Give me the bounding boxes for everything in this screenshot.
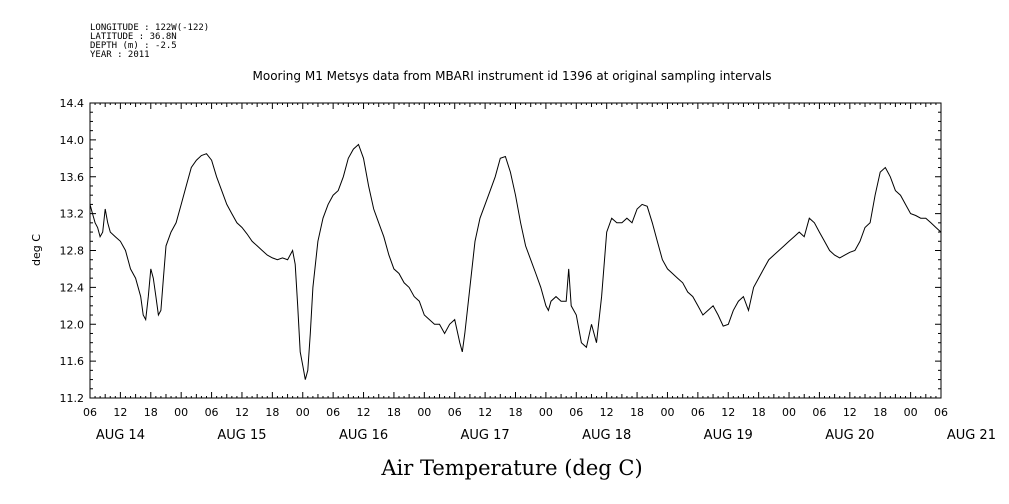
y-tick-label: 14.0 — [60, 134, 85, 147]
x-axis: 06 12 18 00 06 12 18 00 06 12 18 00 06 12 18 00 06 12 18 00… — [83, 103, 996, 443]
y-tick-label: 11.6 — [60, 355, 85, 368]
x-tick-label: 12 — [478, 406, 492, 419]
x-tick-label: 12 — [721, 406, 735, 419]
day-label: AUG 21 — [947, 428, 996, 443]
y-tick-label: 12.8 — [60, 245, 85, 258]
x-tick-label: 12 — [113, 406, 127, 419]
x-tick-label: 00 — [539, 406, 553, 419]
x-tick-label: 12 — [357, 406, 371, 419]
x-tick-label: 00 — [174, 406, 188, 419]
day-label: AUG 19 — [704, 428, 753, 443]
x-tick-label: 18 — [144, 406, 158, 419]
day-label: AUG 20 — [825, 428, 874, 443]
series-line — [89, 143, 942, 380]
x-tick-label: 06 — [83, 406, 97, 419]
x-tick-label: 18 — [630, 406, 644, 419]
x-tick-label: 00 — [782, 406, 796, 419]
y-tick-label: 13.2 — [60, 208, 85, 221]
x-tick-label: 06 — [205, 406, 219, 419]
x-tick-label: 06 — [326, 406, 340, 419]
chart-title: Mooring M1 Metsys data from MBARI instru… — [253, 69, 772, 83]
x-tick-label: 06 — [448, 406, 462, 419]
day-label: AUG 18 — [582, 428, 631, 443]
x-tick-label: 12 — [600, 406, 614, 419]
x-tick-label: 06 — [812, 406, 826, 419]
y-tick-label: 12.0 — [60, 318, 85, 331]
x-tick-label: 18 — [509, 406, 523, 419]
y-tick-label: 13.6 — [60, 171, 85, 184]
x-tick-label: 18 — [387, 406, 401, 419]
x-tick-label: 00 — [904, 406, 918, 419]
x-tick-label: 00 — [296, 406, 310, 419]
y-tick-label: 12.4 — [60, 281, 85, 294]
x-axis-title: Air Temperature (deg C) — [380, 456, 642, 480]
day-label: AUG 15 — [217, 428, 266, 443]
y-tick-label: 11.2 — [60, 392, 85, 405]
day-label: AUG 17 — [461, 428, 510, 443]
y-axis-label: deg C — [30, 234, 43, 266]
x-tick-label: 06 — [569, 406, 583, 419]
x-tick-label: 00 — [417, 406, 431, 419]
year-label: YEAR : 2011 — [90, 50, 150, 60]
depth-label: DEPTH (m) : -2.5 — [90, 41, 177, 51]
x-tick-label: 06 — [691, 406, 705, 419]
x-tick-label: 12 — [843, 406, 857, 419]
longitude-label: LONGITUDE : 122W(-122) — [90, 23, 209, 33]
plot-frame — [89, 102, 942, 399]
x-tick-label: 12 — [235, 406, 249, 419]
y-tick-label: 14.4 — [60, 97, 85, 110]
x-tick-label: 18 — [873, 406, 887, 419]
y-axis: 11.2 11.6 12.0 12.4 12.8 13.2 13.6 14.0 14.4 — [60, 97, 941, 405]
latitude-label: LATITUDE : 36.8N — [90, 32, 177, 42]
x-tick-label: 18 — [265, 406, 279, 419]
x-tick-label: 00 — [660, 406, 674, 419]
day-label: AUG 16 — [339, 428, 388, 443]
day-label: AUG 14 — [96, 428, 145, 443]
x-tick-label: 06 — [934, 406, 948, 419]
x-tick-label: 18 — [752, 406, 766, 419]
